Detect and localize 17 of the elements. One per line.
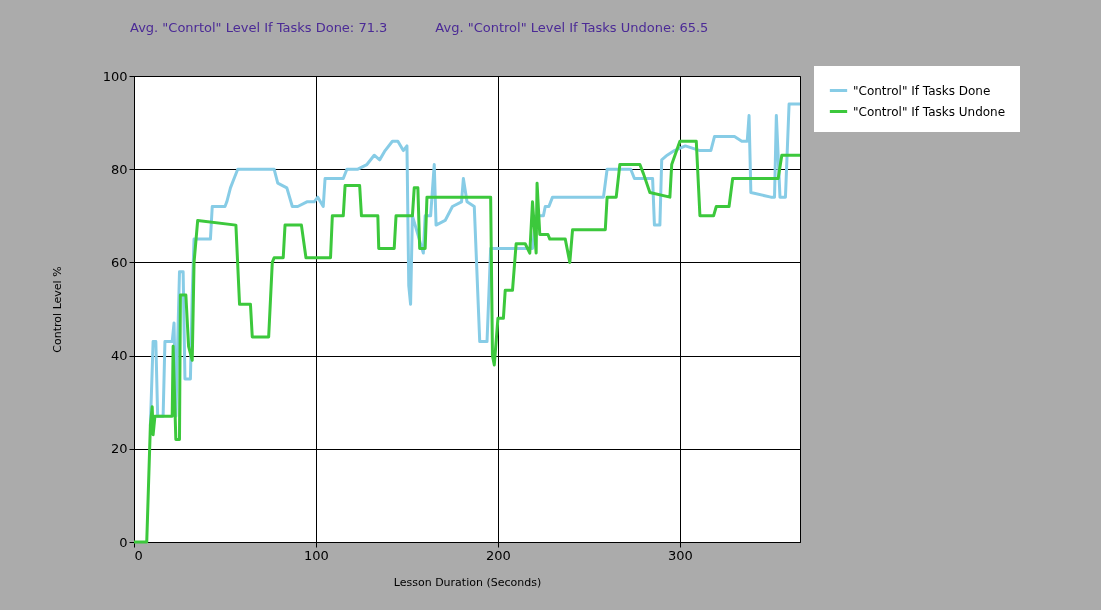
x-axis-title: Lesson Duration (Seconds) xyxy=(393,575,542,589)
x-tick-label: 100 xyxy=(304,547,329,563)
y-tick-label: 60 xyxy=(110,254,128,270)
line-series xyxy=(132,139,802,544)
y-tick-label: 100 xyxy=(102,68,128,84)
y-axis-title: Control Level % xyxy=(50,266,64,353)
y-tick-label: 0 xyxy=(119,534,128,550)
x-tick-label: 0 xyxy=(134,547,143,563)
y-tick-label: 20 xyxy=(110,441,128,457)
x-tick-label: 200 xyxy=(486,547,511,563)
legend-label: "Control" If Tasks Undone xyxy=(853,104,1006,119)
text: Avg. "Control" Level If Tasks Undone: 65.5 xyxy=(435,20,709,35)
legend-label: "Control" If Tasks Done xyxy=(853,83,991,98)
y-tick-label: 80 xyxy=(110,161,128,177)
y-tick-label: 40 xyxy=(110,348,128,364)
text: Avg. "Conrtol" Level If Tasks Done: 71.3 xyxy=(130,20,388,35)
x-tick-label: 300 xyxy=(667,547,693,563)
